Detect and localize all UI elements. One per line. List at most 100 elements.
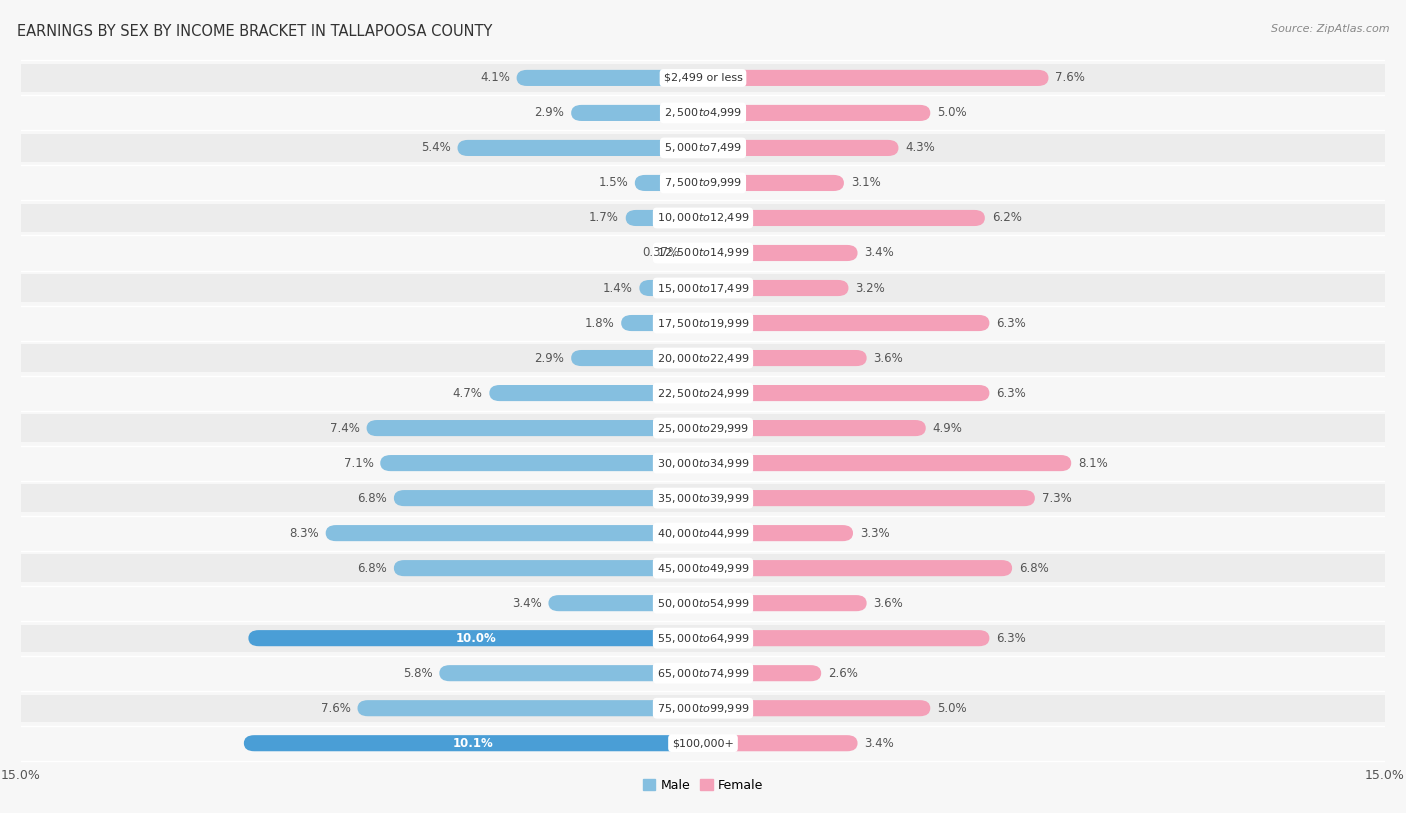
FancyBboxPatch shape <box>703 70 1049 86</box>
FancyBboxPatch shape <box>326 525 703 541</box>
FancyBboxPatch shape <box>457 140 703 156</box>
FancyBboxPatch shape <box>21 169 1385 197</box>
FancyBboxPatch shape <box>439 665 703 681</box>
Text: 6.3%: 6.3% <box>997 632 1026 645</box>
FancyBboxPatch shape <box>21 450 1385 476</box>
FancyBboxPatch shape <box>21 554 1385 582</box>
FancyBboxPatch shape <box>21 415 1385 441</box>
Text: 1.4%: 1.4% <box>603 281 633 294</box>
Text: 3.6%: 3.6% <box>873 597 903 610</box>
Text: 3.4%: 3.4% <box>865 246 894 259</box>
FancyBboxPatch shape <box>21 659 1385 687</box>
Text: 4.1%: 4.1% <box>479 72 510 85</box>
Text: $12,500 to $14,999: $12,500 to $14,999 <box>657 246 749 259</box>
Text: 6.8%: 6.8% <box>357 562 387 575</box>
Text: 4.9%: 4.9% <box>932 422 963 435</box>
FancyBboxPatch shape <box>626 210 703 226</box>
Text: $30,000 to $34,999: $30,000 to $34,999 <box>657 457 749 470</box>
FancyBboxPatch shape <box>357 700 703 716</box>
Text: $55,000 to $64,999: $55,000 to $64,999 <box>657 632 749 645</box>
FancyBboxPatch shape <box>21 64 1385 92</box>
Text: 1.7%: 1.7% <box>589 211 619 224</box>
Text: Source: ZipAtlas.com: Source: ZipAtlas.com <box>1271 24 1389 34</box>
FancyBboxPatch shape <box>21 310 1385 337</box>
Text: 2.9%: 2.9% <box>534 351 564 364</box>
FancyBboxPatch shape <box>703 105 931 121</box>
FancyBboxPatch shape <box>394 560 703 576</box>
FancyBboxPatch shape <box>21 134 1385 162</box>
Text: $35,000 to $39,999: $35,000 to $39,999 <box>657 492 749 505</box>
Text: $10,000 to $12,499: $10,000 to $12,499 <box>657 211 749 224</box>
FancyBboxPatch shape <box>703 700 931 716</box>
FancyBboxPatch shape <box>686 245 703 261</box>
FancyBboxPatch shape <box>703 315 990 331</box>
Text: 5.4%: 5.4% <box>420 141 451 154</box>
FancyBboxPatch shape <box>21 99 1385 127</box>
Text: $25,000 to $29,999: $25,000 to $29,999 <box>657 422 749 435</box>
FancyBboxPatch shape <box>367 420 703 436</box>
FancyBboxPatch shape <box>703 560 1012 576</box>
FancyBboxPatch shape <box>548 595 703 611</box>
Text: 6.3%: 6.3% <box>997 386 1026 399</box>
Text: 10.1%: 10.1% <box>453 737 494 750</box>
Text: $15,000 to $17,499: $15,000 to $17,499 <box>657 281 749 294</box>
Text: $5,000 to $7,499: $5,000 to $7,499 <box>664 141 742 154</box>
FancyBboxPatch shape <box>636 175 703 191</box>
Text: $50,000 to $54,999: $50,000 to $54,999 <box>657 597 749 610</box>
Text: $2,499 or less: $2,499 or less <box>664 73 742 83</box>
Text: $65,000 to $74,999: $65,000 to $74,999 <box>657 667 749 680</box>
Legend: Male, Female: Male, Female <box>638 774 768 797</box>
Text: $20,000 to $22,499: $20,000 to $22,499 <box>657 351 749 364</box>
Text: $40,000 to $44,999: $40,000 to $44,999 <box>657 527 749 540</box>
Text: 2.9%: 2.9% <box>534 107 564 120</box>
FancyBboxPatch shape <box>21 380 1385 406</box>
Text: $17,500 to $19,999: $17,500 to $19,999 <box>657 316 749 329</box>
FancyBboxPatch shape <box>703 245 858 261</box>
FancyBboxPatch shape <box>703 350 866 366</box>
FancyBboxPatch shape <box>703 140 898 156</box>
Text: $100,000+: $100,000+ <box>672 738 734 748</box>
FancyBboxPatch shape <box>380 455 703 472</box>
Text: 5.0%: 5.0% <box>938 107 967 120</box>
Text: $7,500 to $9,999: $7,500 to $9,999 <box>664 176 742 189</box>
Text: 7.6%: 7.6% <box>1056 72 1085 85</box>
Text: 6.8%: 6.8% <box>1019 562 1049 575</box>
FancyBboxPatch shape <box>703 385 990 401</box>
FancyBboxPatch shape <box>21 345 1385 372</box>
FancyBboxPatch shape <box>571 350 703 366</box>
FancyBboxPatch shape <box>21 694 1385 722</box>
Text: 3.1%: 3.1% <box>851 176 880 189</box>
FancyBboxPatch shape <box>489 385 703 401</box>
Text: 3.2%: 3.2% <box>855 281 884 294</box>
FancyBboxPatch shape <box>703 175 844 191</box>
FancyBboxPatch shape <box>243 735 703 751</box>
FancyBboxPatch shape <box>703 455 1071 472</box>
Text: $2,500 to $4,999: $2,500 to $4,999 <box>664 107 742 120</box>
FancyBboxPatch shape <box>703 665 821 681</box>
Text: 7.4%: 7.4% <box>330 422 360 435</box>
Text: 4.3%: 4.3% <box>905 141 935 154</box>
FancyBboxPatch shape <box>21 485 1385 511</box>
FancyBboxPatch shape <box>703 735 858 751</box>
FancyBboxPatch shape <box>571 105 703 121</box>
FancyBboxPatch shape <box>703 595 866 611</box>
Text: 6.3%: 6.3% <box>997 316 1026 329</box>
Text: 7.1%: 7.1% <box>343 457 374 470</box>
Text: 0.37%: 0.37% <box>643 246 679 259</box>
FancyBboxPatch shape <box>21 204 1385 232</box>
FancyBboxPatch shape <box>640 280 703 296</box>
FancyBboxPatch shape <box>21 589 1385 617</box>
FancyBboxPatch shape <box>703 420 925 436</box>
FancyBboxPatch shape <box>516 70 703 86</box>
FancyBboxPatch shape <box>703 490 1035 506</box>
FancyBboxPatch shape <box>703 525 853 541</box>
FancyBboxPatch shape <box>703 630 990 646</box>
Text: 5.0%: 5.0% <box>938 702 967 715</box>
Text: 3.6%: 3.6% <box>873 351 903 364</box>
Text: 8.1%: 8.1% <box>1078 457 1108 470</box>
Text: 8.3%: 8.3% <box>290 527 319 540</box>
FancyBboxPatch shape <box>21 520 1385 547</box>
Text: 1.8%: 1.8% <box>585 316 614 329</box>
Text: 2.6%: 2.6% <box>828 667 858 680</box>
FancyBboxPatch shape <box>621 315 703 331</box>
